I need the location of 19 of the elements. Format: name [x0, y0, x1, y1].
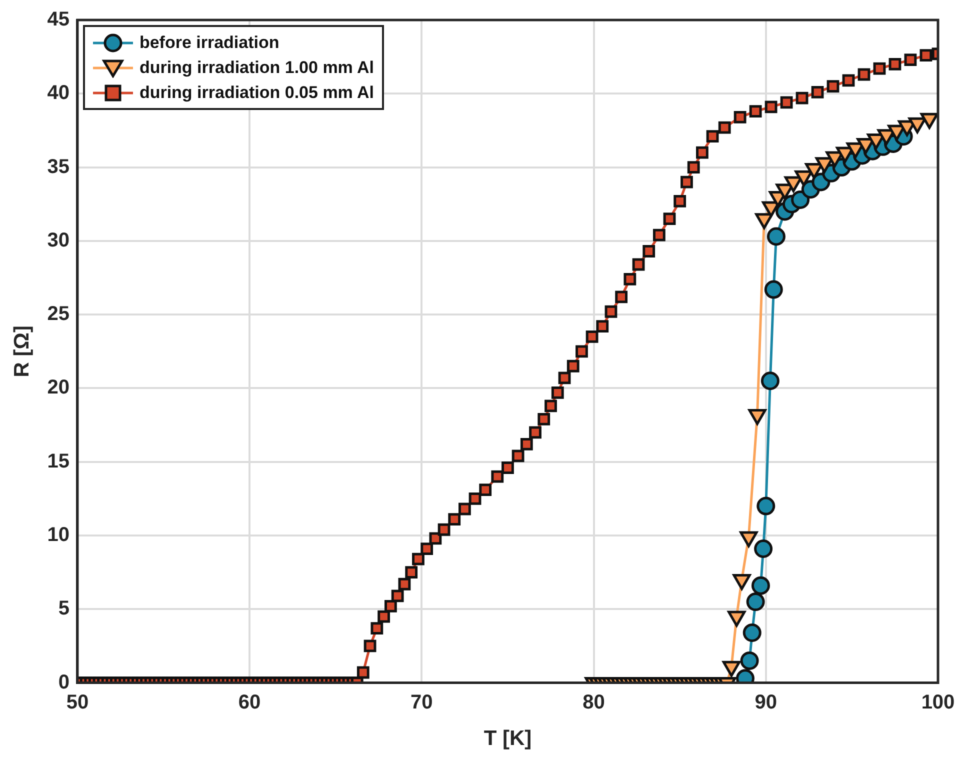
legend-label: before irradiation [139, 32, 280, 52]
y-tick-label: 40 [47, 82, 70, 104]
y-tick-label: 35 [47, 156, 70, 178]
y-tick-label: 0 [58, 671, 70, 694]
x-tick-label: 80 [582, 691, 605, 714]
x-tick-label: 90 [754, 691, 778, 714]
y-tick-label: 25 [47, 303, 70, 326]
y-tick-label: 5 [58, 598, 70, 620]
y-tick-label: 15 [47, 450, 70, 472]
x-axis-title: T [K] [484, 727, 532, 750]
y-tick-label: 20 [47, 376, 70, 399]
y-tick-label: 45 [47, 8, 70, 31]
y-tick-label: 10 [47, 524, 70, 546]
x-tick-label: 50 [66, 691, 89, 714]
x-tick-label: 70 [410, 691, 433, 714]
y-axis-title: R [Ω] [10, 325, 34, 378]
y-tick-label: 30 [47, 229, 70, 252]
x-tick-label: 60 [238, 691, 261, 714]
x-tick-label: 100 [921, 691, 955, 714]
